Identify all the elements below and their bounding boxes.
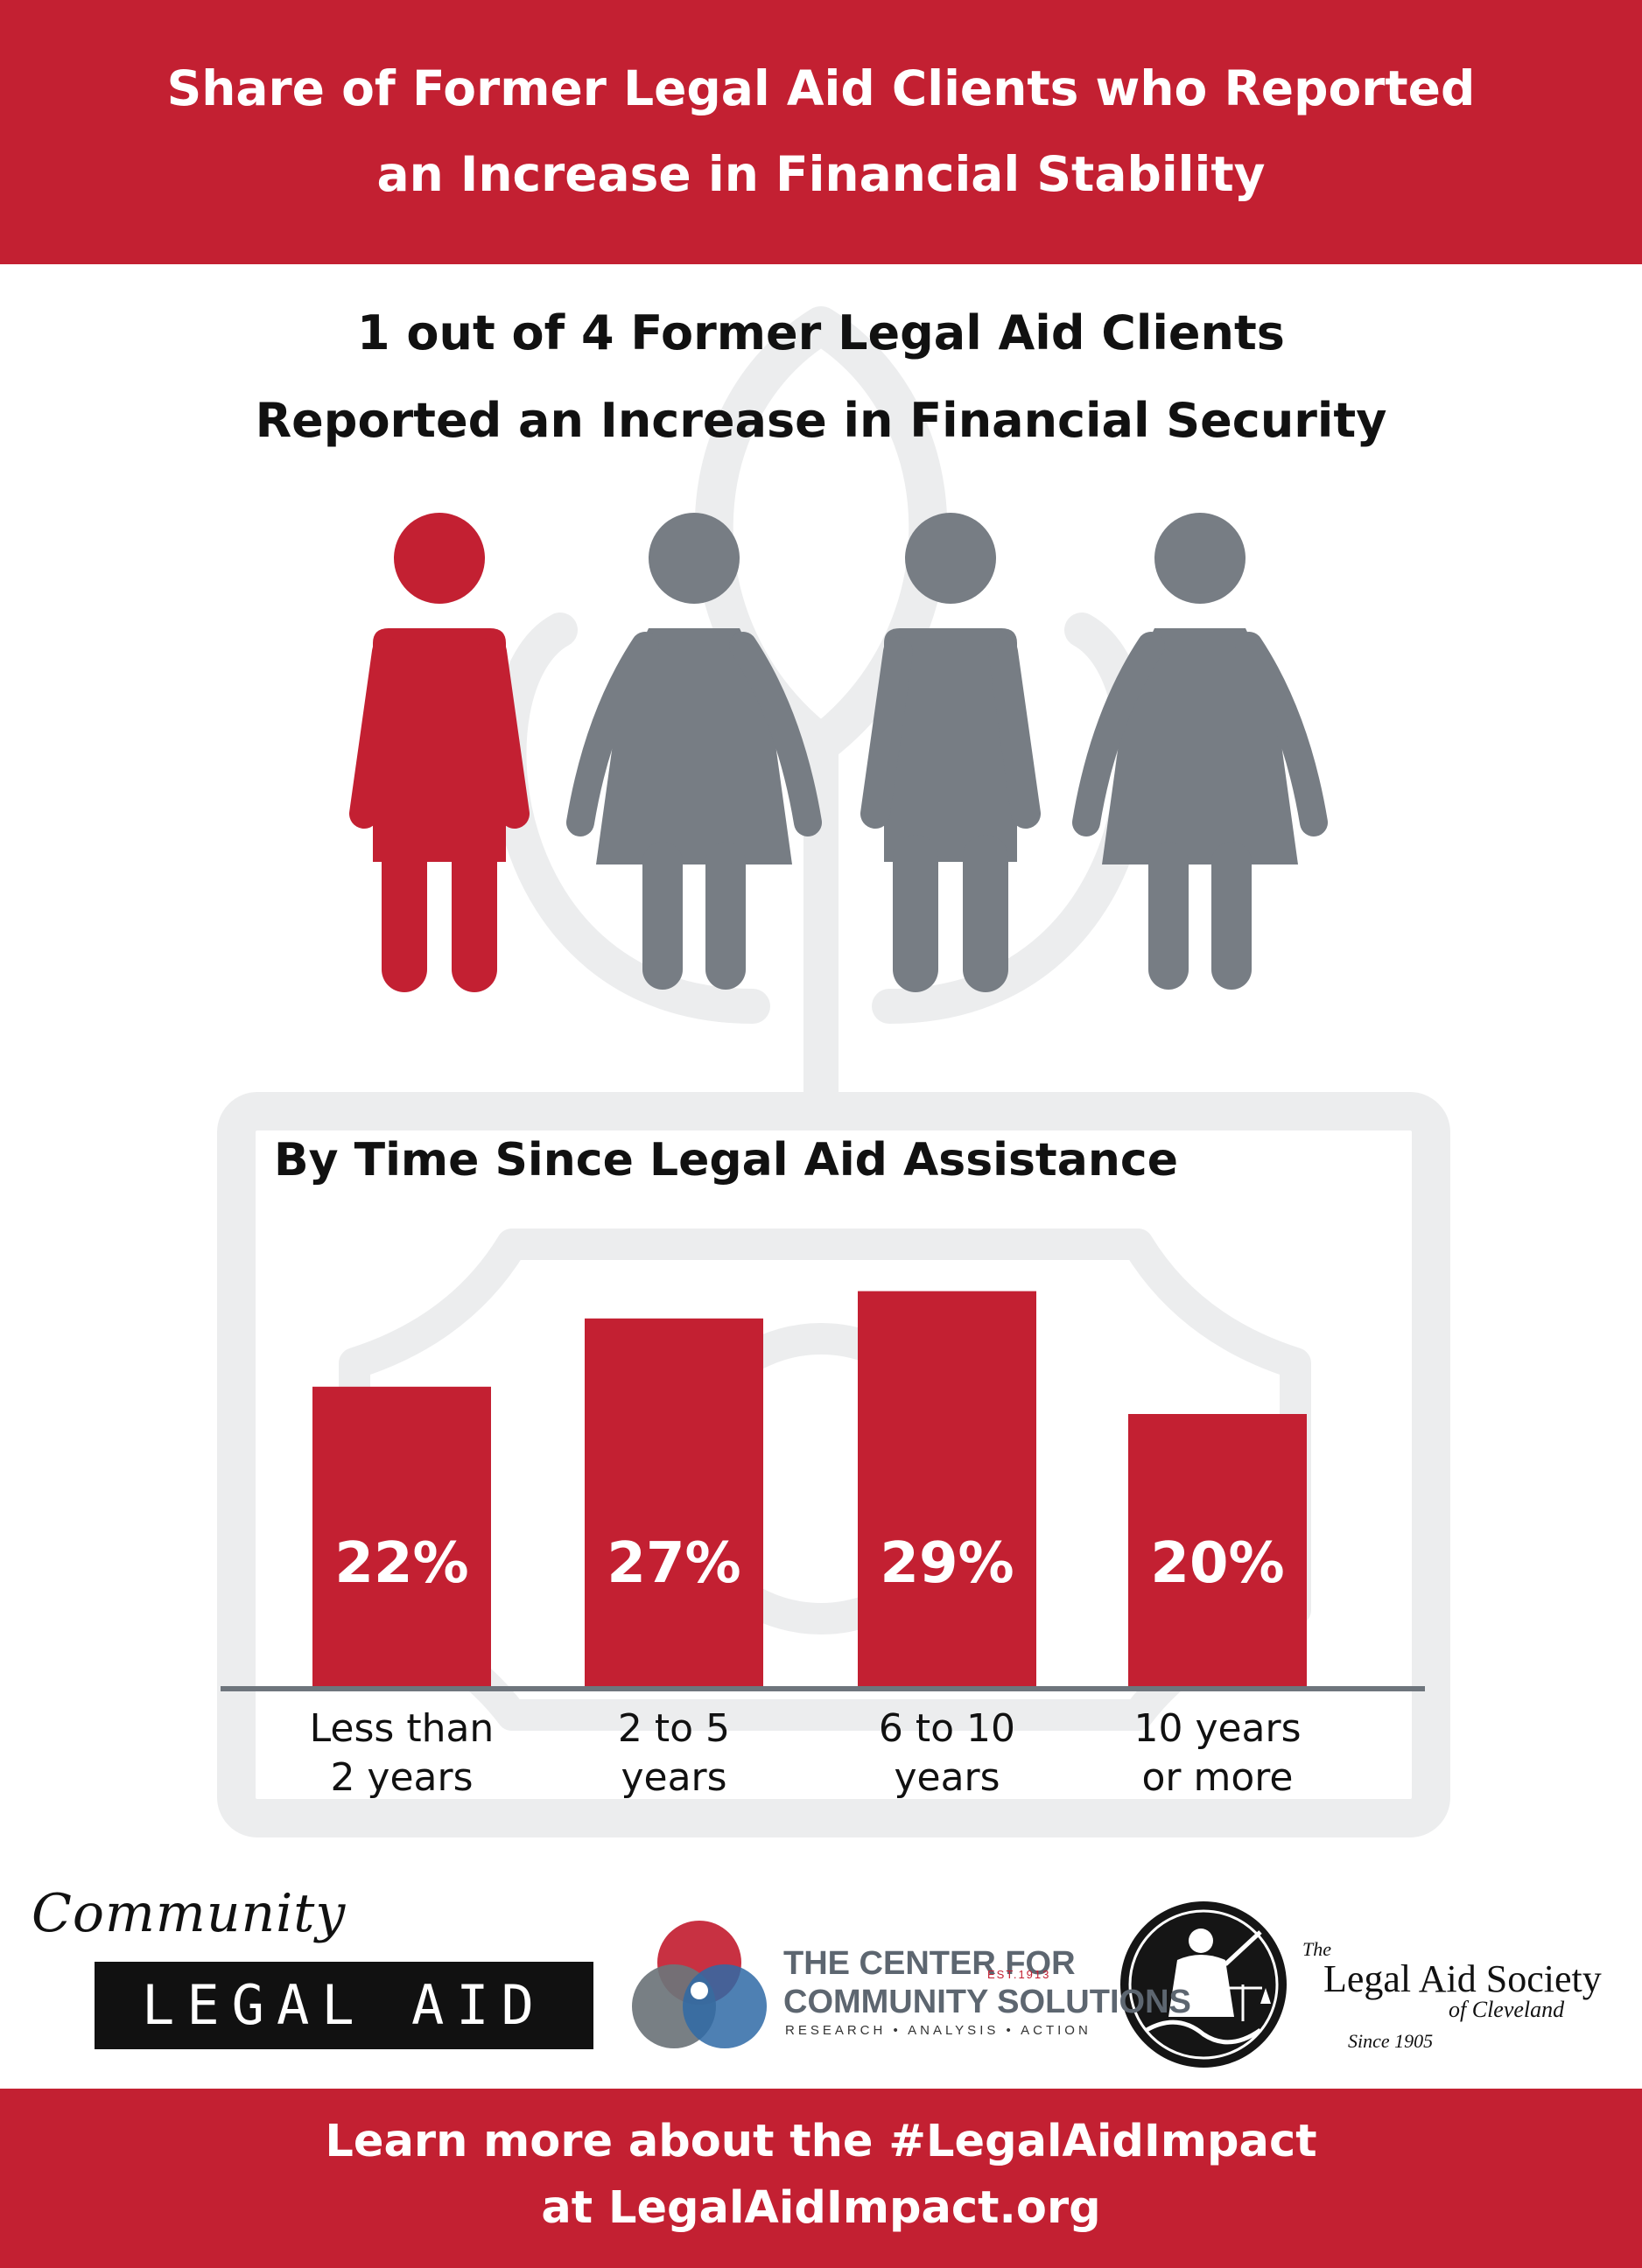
- footer-line-1: Learn more about the #LegalAidImpact: [325, 2116, 1317, 2167]
- ccs-logo-tagline: RESEARCH • ANALYSIS • ACTION: [785, 2023, 1091, 2038]
- footer-line-2: at LegalAidImpact.org: [541, 2182, 1101, 2234]
- las-logo-city: of Cleveland: [1449, 1997, 1565, 2022]
- category-label-line: Less than: [309, 1706, 495, 1751]
- category-label-line: or more: [1141, 1755, 1294, 1800]
- category-label-line: 2 years: [330, 1755, 474, 1800]
- community-legal-aid-wordmark: LEGAL AID: [142, 1973, 546, 2037]
- bar-3: [858, 1291, 1036, 1687]
- las-logo-name: Legal Aid Society: [1323, 1957, 1602, 2000]
- category-label-2: 2 to 5 years: [543, 1704, 805, 1802]
- headline-line-2: Reported an Increase in Financial Securi…: [255, 393, 1387, 448]
- headline-line-1: 1 out of 4 Former Legal Aid Clients: [357, 305, 1285, 360]
- header-banner: Share of Former Legal Aid Clients who Re…: [0, 0, 1642, 264]
- category-label-3: 6 to 10 years: [816, 1704, 1078, 1802]
- watermark-left-arc: [491, 612, 770, 1024]
- person-highlighted-man-1-icon: [349, 513, 530, 992]
- bar-value-label-2: 27%: [607, 1531, 741, 1596]
- category-label-line: 10 years: [1133, 1706, 1302, 1751]
- bar-value-label-4: 20%: [1150, 1531, 1285, 1596]
- ccs-logo-est: EST.1913: [987, 1968, 1051, 1981]
- category-label-line: 6 to 10: [878, 1706, 1016, 1751]
- ccs-logo-line-1: THE CENTER FOR: [783, 1945, 1076, 1982]
- header-title-line-2: an Increase in Financial Stability: [376, 146, 1266, 202]
- ccs-logo-line-2: COMMUNITY SOLUTIONS: [783, 1984, 1191, 2020]
- bar-value-label-1: 22%: [334, 1531, 469, 1596]
- ccs-logo-name: THE CENTER FOR COMMUNITY SOLUTIONS: [783, 1944, 1191, 2021]
- category-label-line: years: [621, 1755, 727, 1800]
- community-legal-aid-script: Community: [32, 1883, 347, 1944]
- category-label-1: Less than 2 years: [270, 1704, 533, 1802]
- center-for-community-solutions-icon: [632, 1921, 767, 2048]
- category-label-line: years: [894, 1755, 1000, 1800]
- community-legal-aid-logo-box: [95, 1962, 593, 2049]
- bar-1: [312, 1386, 491, 1687]
- person-man-3-icon: [860, 513, 1041, 992]
- person-woman-4-icon: [1072, 513, 1328, 990]
- category-label-line: 2 to 5: [617, 1706, 731, 1751]
- las-logo-the: The: [1302, 1938, 1331, 1960]
- watermark-money-outer: [217, 1092, 1450, 1838]
- chart-title: By Time Since Legal Aid Assistance: [274, 1134, 1178, 1186]
- footer-banner: Learn more about the #LegalAidImpact at …: [0, 2089, 1642, 2268]
- watermark-money-inner: [339, 1228, 1311, 1731]
- person-woman-2-icon: [566, 513, 822, 990]
- category-label-4: 10 years or more: [1086, 1704, 1349, 1802]
- las-logo-since: Since 1905: [1348, 2030, 1434, 2052]
- bar-4: [1128, 1414, 1307, 1687]
- bar-value-label-3: 29%: [880, 1531, 1014, 1596]
- header-title-line-1: Share of Former Legal Aid Clients who Re…: [166, 60, 1476, 116]
- bar-2: [585, 1318, 763, 1687]
- legal-aid-society-seal-icon: [1120, 1901, 1287, 2068]
